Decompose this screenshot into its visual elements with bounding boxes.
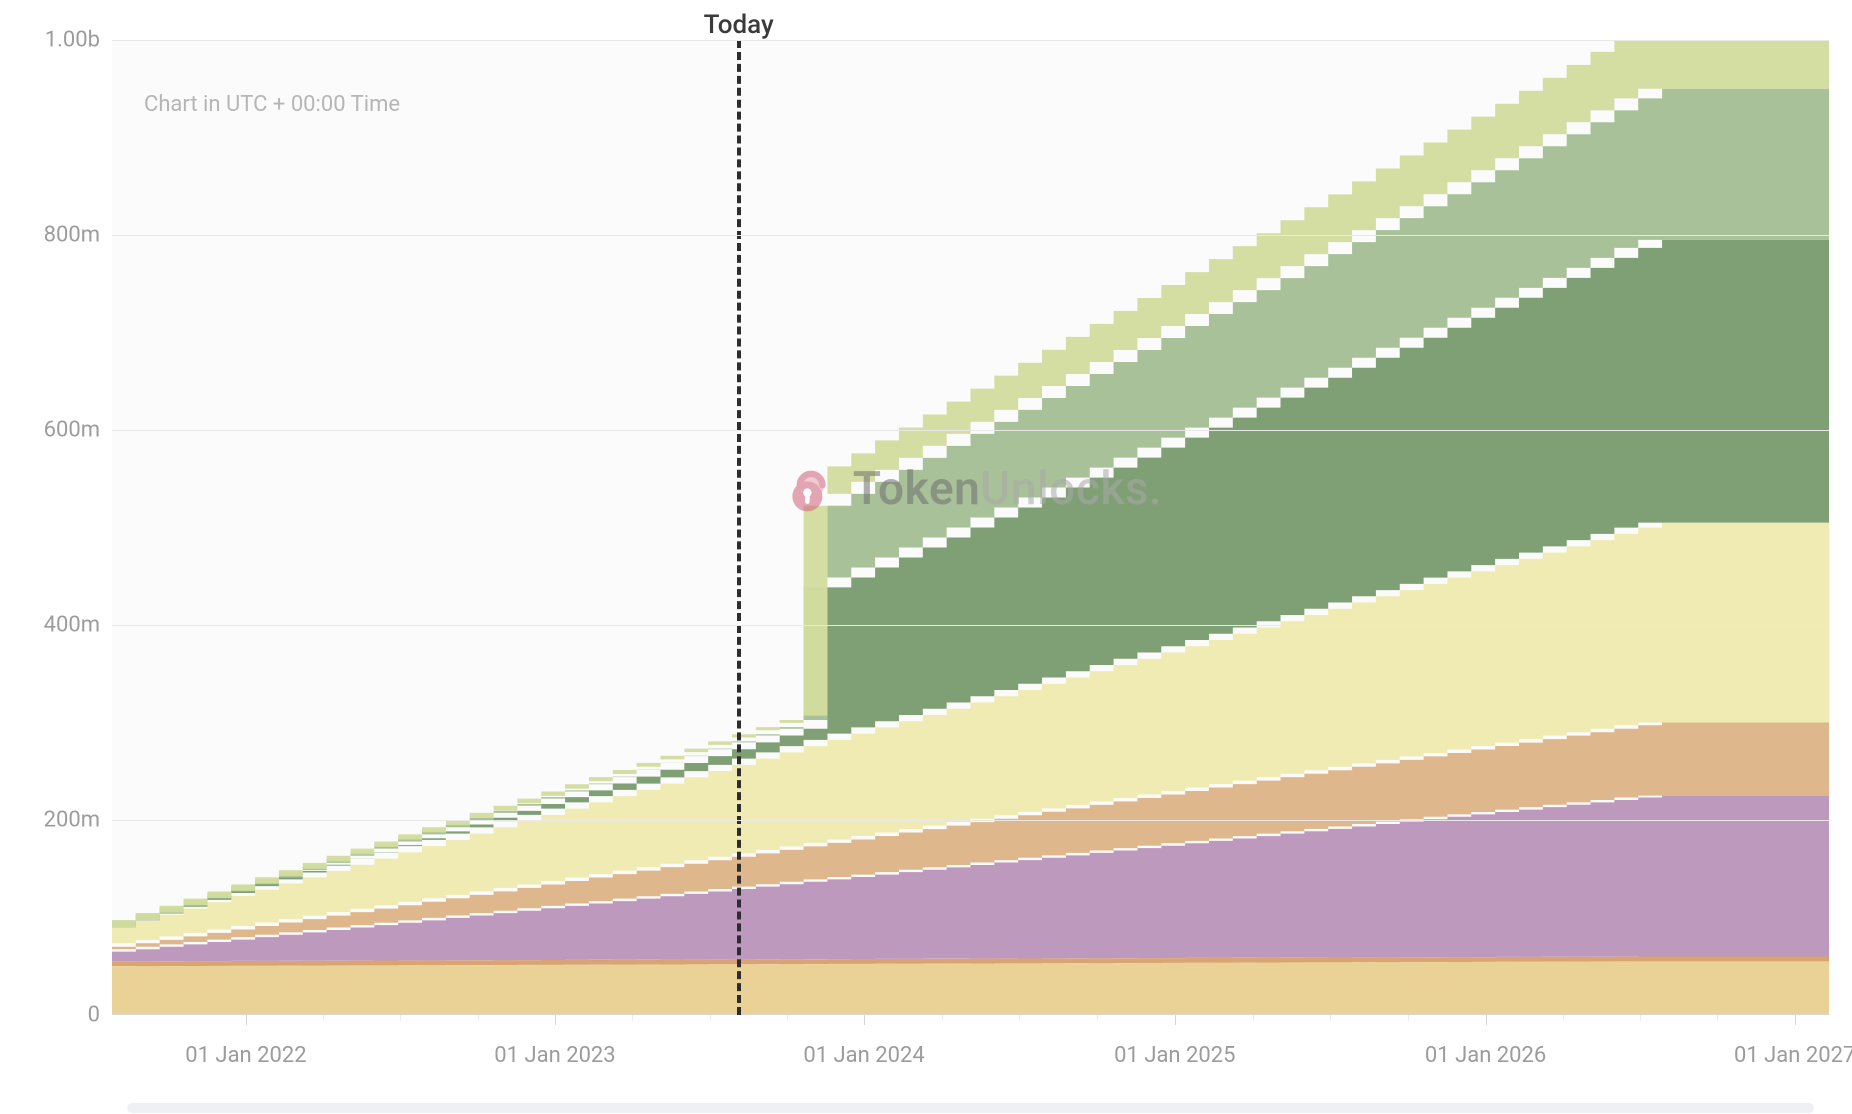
x-tick-mark [1795, 1015, 1796, 1025]
x-tick-label: 01 Jan 2025 [1114, 1043, 1235, 1068]
x-tick-label: 01 Jan 2024 [803, 1043, 924, 1068]
x-tick-mark [864, 1015, 865, 1025]
x-tick-mark [555, 1015, 556, 1025]
x-minor-tick [400, 1015, 401, 1021]
chart-timezone-note: Chart in UTC + 00:00 Time [144, 92, 400, 117]
x-minor-tick [942, 1015, 943, 1021]
x-tick-label: 01 Jan 2023 [494, 1043, 615, 1068]
chart-scrollbar[interactable] [127, 1103, 1814, 1113]
x-tick-mark [1175, 1015, 1176, 1025]
x-minor-tick [1330, 1015, 1331, 1021]
y-tick-label: 400m [44, 613, 100, 638]
x-minor-tick [632, 1015, 633, 1021]
x-minor-tick [1640, 1015, 1641, 1021]
today-marker-label: Today [704, 10, 774, 40]
x-minor-tick [1253, 1015, 1254, 1021]
plot-area: Today Chart in UTC + 00:00 Time TokenUnl… [112, 40, 1829, 1015]
x-tick-label: 01 Jan 2026 [1425, 1043, 1546, 1068]
x-minor-tick [1408, 1015, 1409, 1021]
y-gridline [112, 820, 1829, 821]
x-minor-tick [787, 1015, 788, 1021]
chart-stage: Today Chart in UTC + 00:00 Time TokenUnl… [0, 0, 1852, 1114]
x-tick-label: 01 Jan 2022 [185, 1043, 306, 1068]
x-tick-mark [246, 1015, 247, 1025]
x-minor-tick [1097, 1015, 1098, 1021]
x-minor-tick [1717, 1015, 1718, 1021]
y-gridline [112, 625, 1829, 626]
x-minor-tick [1563, 1015, 1564, 1021]
area-series-s1 [112, 961, 1829, 1015]
stacked-area-svg [112, 40, 1829, 1015]
y-tick-label: 600m [44, 418, 100, 443]
x-tick-mark [1486, 1015, 1487, 1025]
y-tick-label: 800m [44, 223, 100, 248]
x-minor-tick [323, 1015, 324, 1021]
y-tick-label: 0 [88, 1003, 100, 1028]
x-minor-tick [478, 1015, 479, 1021]
x-minor-tick [1019, 1015, 1020, 1021]
today-marker-line [737, 40, 741, 1015]
x-axis-line [112, 1014, 1829, 1015]
x-minor-tick [710, 1015, 711, 1021]
y-tick-label: 200m [44, 808, 100, 833]
y-gridline [112, 40, 1829, 41]
y-gridline [112, 430, 1829, 431]
x-tick-label: 01 Jan 2027 [1734, 1043, 1852, 1068]
y-tick-label: 1.00b [45, 28, 100, 53]
y-gridline [112, 235, 1829, 236]
